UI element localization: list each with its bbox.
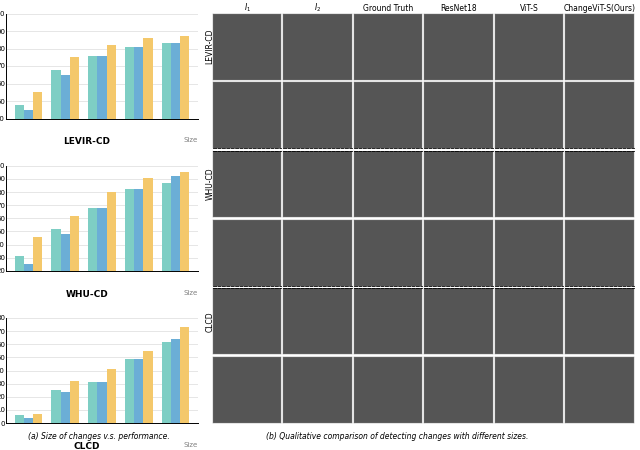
Bar [70,57,79,189]
Y-axis label: WHU-CD: WHU-CD [205,167,214,200]
Bar [171,176,180,297]
Bar [162,43,171,189]
Bar [51,69,61,189]
Bar [107,369,116,423]
Title: Ground Truth: Ground Truth [363,4,413,13]
Bar [143,38,152,189]
Bar [143,351,152,423]
Bar [180,327,189,423]
Bar [134,359,143,423]
Bar [97,55,107,189]
Bar [88,208,97,297]
Title: $I_1$: $I_1$ [244,1,251,13]
Text: Size: Size [184,442,198,448]
Bar [143,178,152,297]
Bar [125,189,134,297]
Bar [171,339,180,423]
Text: (a) Size of changes v.s. performance.: (a) Size of changes v.s. performance. [28,432,170,441]
Bar [162,342,171,423]
Text: CLCD: CLCD [74,442,100,450]
Bar [171,43,180,189]
Bar [70,381,79,423]
Bar [15,104,24,189]
Text: Size: Size [184,290,198,296]
Bar [15,256,24,297]
Bar [70,216,79,297]
Bar [33,237,42,297]
Bar [134,47,143,189]
Title: $I_2$: $I_2$ [314,1,321,13]
Bar [24,418,33,423]
Bar [51,229,61,297]
Title: ResNet18: ResNet18 [440,4,477,13]
Bar [162,183,171,297]
Text: (b) Qualitative comparison of detecting changes with different sizes.: (b) Qualitative comparison of detecting … [266,432,528,441]
Bar [180,172,189,297]
Bar [97,382,107,423]
Bar [180,36,189,189]
Y-axis label: LEVIR-CD: LEVIR-CD [205,29,214,64]
Text: LEVIR-CD: LEVIR-CD [63,137,110,146]
Bar [15,415,24,423]
Bar [107,45,116,189]
Bar [107,192,116,297]
Bar [33,92,42,189]
Title: ChangeViT-S(Ours): ChangeViT-S(Ours) [563,4,636,13]
Title: ViT-S: ViT-S [520,4,538,13]
Bar [24,264,33,297]
Bar [88,55,97,189]
Bar [61,392,70,423]
Text: WHU-CD: WHU-CD [65,290,108,299]
Bar [97,208,107,297]
Bar [61,75,70,189]
Y-axis label: CLCD: CLCD [205,311,214,332]
Bar [33,414,42,423]
Bar [88,382,97,423]
Bar [125,47,134,189]
Bar [51,390,61,423]
Bar [24,110,33,189]
Bar [61,234,70,297]
Text: Size: Size [184,137,198,144]
Bar [125,359,134,423]
Bar [134,189,143,297]
